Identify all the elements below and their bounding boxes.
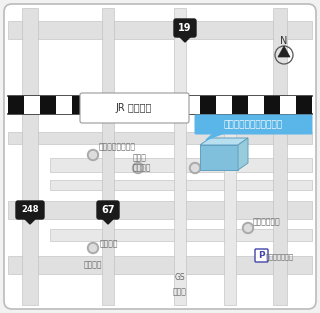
Bar <box>56 96 72 114</box>
Bar <box>232 96 248 114</box>
Circle shape <box>189 162 201 173</box>
Bar <box>120 96 136 114</box>
FancyBboxPatch shape <box>97 201 119 219</box>
Bar <box>184 96 200 114</box>
Circle shape <box>90 244 97 252</box>
Bar <box>50 180 312 190</box>
Text: 67: 67 <box>101 205 115 215</box>
Bar <box>40 96 56 114</box>
Text: N: N <box>280 36 288 46</box>
Bar <box>72 96 88 114</box>
Bar <box>248 96 264 114</box>
Polygon shape <box>206 133 224 140</box>
Circle shape <box>244 224 252 232</box>
Circle shape <box>191 165 198 172</box>
Polygon shape <box>178 35 192 42</box>
Circle shape <box>90 151 97 158</box>
Polygon shape <box>200 138 248 145</box>
Bar <box>8 201 312 219</box>
Bar <box>8 21 312 39</box>
Bar <box>8 132 312 144</box>
Polygon shape <box>200 145 238 170</box>
Text: 国長大橋: 国長大橋 <box>84 260 102 269</box>
Text: 市営豊田駐車場: 市営豊田駐車場 <box>266 254 294 260</box>
Text: P: P <box>258 251 265 260</box>
Text: 19: 19 <box>178 23 192 33</box>
Text: 東濃信用金庫: 東濃信用金庫 <box>200 158 228 167</box>
Bar <box>216 96 232 114</box>
Circle shape <box>134 165 141 172</box>
Bar <box>168 96 184 114</box>
Text: JR 多治見駅: JR 多治見駅 <box>116 103 152 113</box>
Polygon shape <box>238 138 248 170</box>
Text: ホテル
トーノー: ホテル トーノー <box>133 154 151 172</box>
Text: 駅前プラザ・テラ: 駅前プラザ・テラ <box>99 142 136 151</box>
FancyBboxPatch shape <box>80 93 189 123</box>
Circle shape <box>87 243 99 254</box>
Bar <box>200 96 216 114</box>
Bar <box>280 96 296 114</box>
Circle shape <box>243 223 253 233</box>
Bar <box>102 8 114 305</box>
Bar <box>273 8 287 305</box>
Bar <box>224 100 236 305</box>
Text: まなびパーク: まなびパーク <box>253 218 281 227</box>
Bar <box>8 96 24 114</box>
Bar <box>8 96 312 114</box>
Bar <box>8 256 312 274</box>
Bar <box>50 158 312 172</box>
Bar <box>296 96 312 114</box>
Text: 市民病院: 市民病院 <box>100 239 118 249</box>
FancyBboxPatch shape <box>4 4 316 309</box>
Polygon shape <box>23 217 37 224</box>
Bar <box>22 8 38 305</box>
Circle shape <box>87 150 99 161</box>
Bar <box>88 96 104 114</box>
Circle shape <box>132 162 143 173</box>
Text: 昭和橋: 昭和橋 <box>173 288 187 296</box>
Bar <box>174 8 186 305</box>
Bar <box>136 96 152 114</box>
Bar <box>104 96 120 114</box>
Bar <box>24 96 40 114</box>
Polygon shape <box>278 46 290 57</box>
FancyBboxPatch shape <box>255 249 268 262</box>
FancyBboxPatch shape <box>195 115 313 135</box>
FancyBboxPatch shape <box>174 19 196 37</box>
Text: 248: 248 <box>21 206 39 214</box>
Bar <box>50 229 312 241</box>
Bar <box>152 96 168 114</box>
Polygon shape <box>101 217 115 224</box>
FancyBboxPatch shape <box>16 201 44 219</box>
Text: クリスタルプラザ多治見: クリスタルプラザ多治見 <box>224 120 283 129</box>
Text: GS: GS <box>175 274 185 283</box>
Bar <box>264 96 280 114</box>
